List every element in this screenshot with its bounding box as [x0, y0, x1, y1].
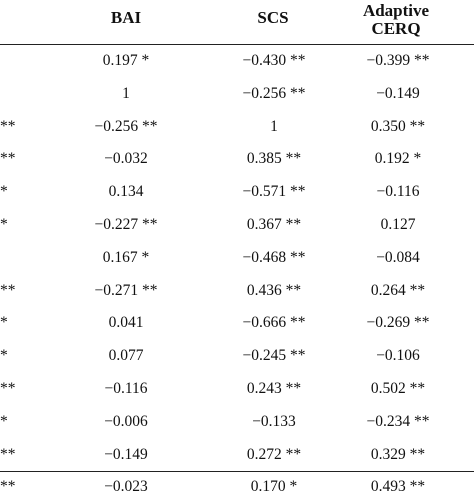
cell-scs: −0.256 ** [242, 84, 306, 102]
table-row: * −0.006 −0.133 −0.234 ** [0, 405, 474, 438]
cell-cropped-marker: ** [0, 150, 16, 168]
cell-bai: −0.023 [104, 478, 148, 496]
table-row: * −0.227 ** 0.367 ** 0.127 [0, 208, 474, 241]
cell-adaptive-cerq: 0.502 ** [370, 380, 426, 397]
cell-bai: −0.116 [104, 380, 148, 397]
cell-bai: 1 [122, 84, 130, 102]
cell-cropped-marker: ** [0, 281, 16, 299]
cell-adaptive-cerq: −0.106 [376, 347, 420, 365]
cell-adaptive-cerq: −0.116 [376, 183, 420, 201]
table-row: * 0.041 −0.666 ** −0.269 ** [0, 306, 474, 339]
cell-bai: 0.041 [108, 314, 144, 332]
cell-cropped-marker: * [0, 314, 8, 332]
bottom-rule [0, 471, 474, 472]
cell-cropped-marker: ** [0, 117, 16, 135]
cell-adaptive-cerq: −0.269 ** [366, 314, 430, 332]
cell-scs: −0.666 ** [242, 314, 306, 332]
cell-scs: −0.133 [252, 412, 296, 430]
cell-scs: 0.272 ** [246, 445, 302, 463]
cell-bai: −0.271 ** [94, 281, 158, 299]
cell-cropped-marker: ** [0, 445, 16, 463]
cell-cropped-marker: * [0, 183, 8, 201]
table-header: BAI SCS Adaptive CERQ [0, 0, 474, 44]
cell-scs: −0.430 ** [242, 52, 306, 69]
cell-scs: 0.170 * [250, 478, 298, 496]
column-header-bai: BAI [110, 8, 142, 27]
cell-adaptive-cerq: 0.493 ** [370, 478, 426, 496]
table-row: ** −0.023 0.170 * 0.493 ** [0, 470, 474, 503]
cell-adaptive-cerq: 0.192 * [374, 150, 422, 168]
cell-cropped-marker: * [0, 412, 8, 430]
table-row: ** −0.032 0.385 ** 0.192 * [0, 142, 474, 175]
cell-cropped-marker: * [0, 347, 8, 365]
cell-bai: −0.032 [104, 150, 148, 168]
table-row: 0.167 * −0.468 ** −0.084 [0, 241, 474, 274]
table-row: ** −0.116 0.243 ** 0.502 ** [0, 372, 474, 405]
cell-adaptive-cerq: −0.234 ** [366, 412, 430, 430]
cell-cropped-marker: ** [0, 380, 16, 397]
cell-bai: −0.256 ** [94, 117, 158, 135]
cell-scs: −0.468 ** [242, 248, 306, 266]
table-row: ** −0.271 ** 0.436 ** 0.264 ** [0, 274, 474, 307]
cell-bai: 0.197 * [102, 52, 150, 69]
cell-scs: 0.367 ** [246, 216, 302, 233]
table-row: 1 −0.256 ** −0.149 [0, 77, 474, 110]
cell-bai: 0.077 [108, 347, 144, 365]
table-row: * 0.134 −0.571 ** −0.116 [0, 175, 474, 208]
cell-adaptive-cerq: −0.149 [376, 84, 420, 102]
cell-bai: 0.134 [108, 183, 144, 201]
cell-adaptive-cerq: 0.127 [380, 216, 416, 233]
cell-scs: −0.245 ** [242, 347, 306, 365]
table-row: ** −0.149 0.272 ** 0.329 ** [0, 438, 474, 471]
cell-cropped-marker: * [0, 216, 8, 233]
cell-cropped-marker: ** [0, 478, 16, 496]
cell-bai: −0.227 ** [94, 216, 158, 233]
table-row: ** −0.256 ** 1 0.350 ** [0, 110, 474, 143]
cell-bai: −0.006 [104, 412, 148, 430]
column-header-scs: SCS [257, 8, 289, 27]
cell-scs: 0.243 ** [246, 380, 302, 397]
cell-adaptive-cerq: 0.264 ** [370, 281, 426, 299]
table-row: * 0.077 −0.245 ** −0.106 [0, 339, 474, 372]
column-header-adaptive-cerq-line1: Adaptive [362, 1, 430, 20]
cell-scs: 1 [270, 117, 278, 135]
cell-bai: −0.149 [104, 445, 148, 463]
table-row: 0.197 * −0.430 ** −0.399 ** [0, 44, 474, 77]
column-header-adaptive-cerq: Adaptive CERQ [350, 2, 442, 38]
column-header-adaptive-cerq-line2: CERQ [371, 19, 421, 38]
cell-scs: 0.436 ** [246, 281, 302, 299]
header-rule [0, 44, 474, 45]
cell-adaptive-cerq: 0.350 ** [370, 117, 426, 135]
cell-adaptive-cerq: −0.399 ** [366, 52, 430, 69]
cell-bai: 0.167 * [102, 248, 150, 266]
cell-scs: 0.385 ** [246, 150, 302, 168]
cell-adaptive-cerq: 0.329 ** [370, 445, 426, 463]
cell-adaptive-cerq: −0.084 [376, 248, 420, 266]
cell-scs: −0.571 ** [242, 183, 306, 201]
